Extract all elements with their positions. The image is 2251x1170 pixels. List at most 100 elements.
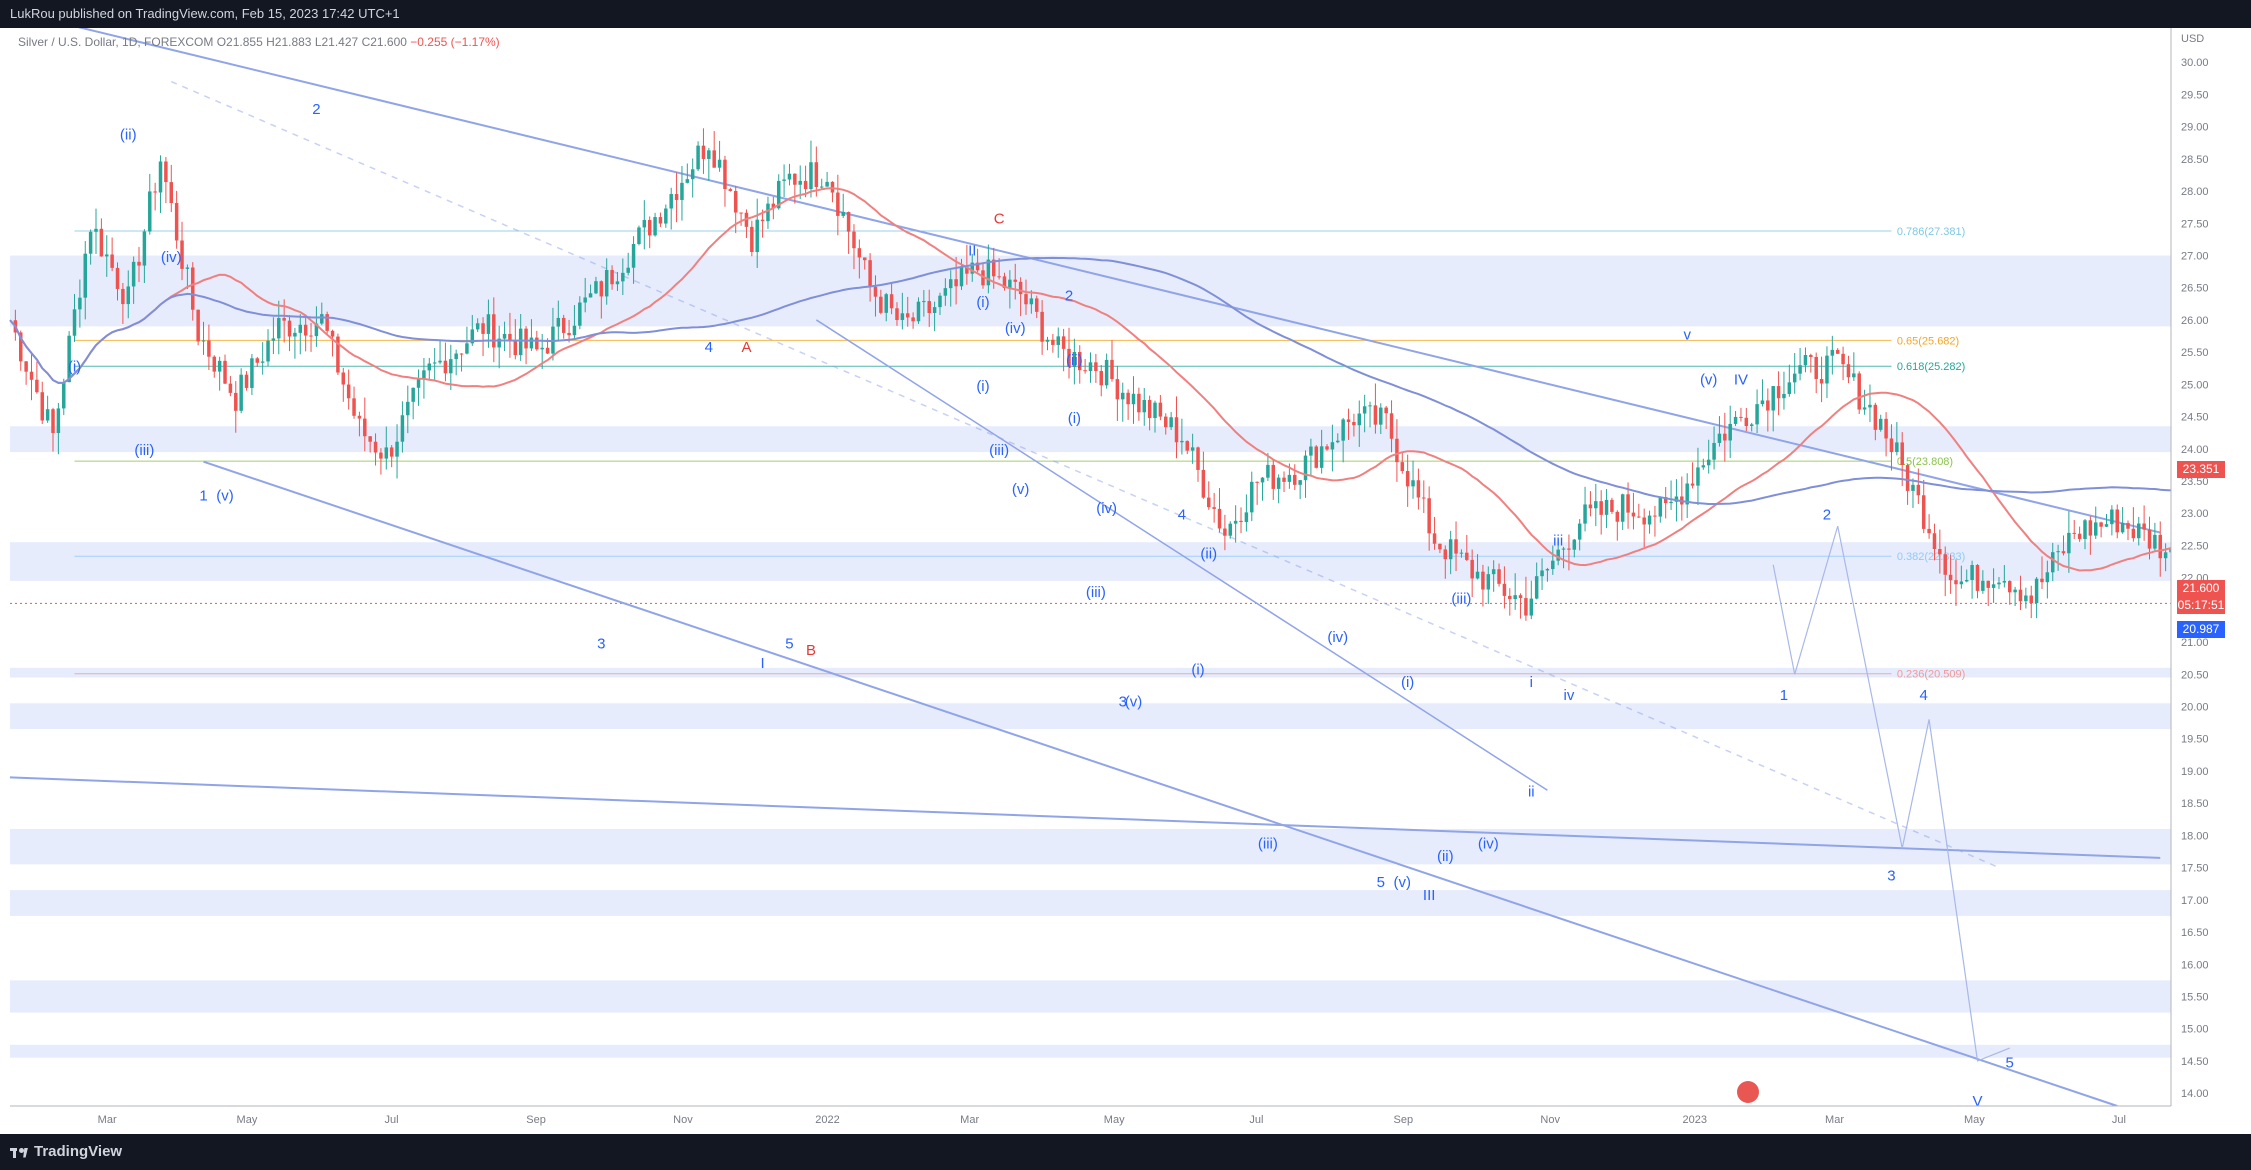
candle-body: [1147, 399, 1152, 419]
candle-body: [911, 317, 915, 322]
candle-body: [400, 415, 405, 442]
candle-body: [588, 293, 593, 298]
time-tick-9: Sep: [1393, 1114, 1413, 1126]
candle-body: [2136, 523, 2141, 539]
candle-body: [325, 314, 329, 331]
wave-label-40: ii: [1528, 784, 1535, 801]
candle-body: [239, 374, 243, 411]
candle-body: [62, 382, 66, 409]
candle-body: [1647, 515, 1652, 525]
candle-body: [250, 358, 254, 388]
candle-body: [2072, 532, 2076, 534]
candle-body: [1422, 497, 1426, 499]
candle-body: [803, 180, 808, 190]
candle-body: [1169, 417, 1173, 428]
candle-body: [1723, 433, 1727, 441]
candle-body: [126, 286, 131, 305]
candle-body: [228, 383, 233, 393]
wave-label-42: iv: [1564, 687, 1575, 704]
candle-body: [965, 267, 969, 274]
candle-body: [2002, 581, 2007, 583]
candle-body: [1830, 349, 1835, 356]
candle-body: [282, 318, 286, 321]
candle-body: [1846, 364, 1851, 378]
candle-body: [1852, 373, 1856, 378]
candle-body: [1142, 399, 1147, 413]
tradingview-logo[interactable]: TradingView: [10, 1143, 122, 1160]
zone-3: [10, 667, 2171, 678]
candle-body: [567, 332, 571, 336]
candle-body: [427, 363, 432, 371]
current-price-tag: 21.600: [2177, 580, 2225, 597]
price-tick-11: 19.50: [2181, 734, 2209, 746]
candle-body: [621, 272, 625, 282]
candle-body: [78, 297, 82, 310]
candle-body: [631, 244, 636, 268]
candle-body: [352, 398, 356, 416]
candle-body: [1701, 465, 1706, 468]
candle-body: [997, 276, 1001, 278]
candle-body: [1540, 570, 1544, 577]
candle-body: [846, 212, 851, 232]
candle-body: [1567, 548, 1571, 550]
candle-body: [932, 307, 937, 313]
candle-body: [2077, 533, 2082, 539]
candle-body: [1346, 419, 1351, 422]
wave-label-19: (i): [976, 378, 989, 395]
candle-body: [1432, 533, 1437, 544]
candle-body: [51, 409, 55, 434]
candle-body: [1481, 571, 1485, 590]
candle-body: [981, 270, 985, 286]
candle-body: [1330, 442, 1335, 450]
price-tick-18: 23.00: [2181, 508, 2209, 520]
candle-body: [293, 332, 297, 337]
wave-label-37: (iii): [1451, 590, 1471, 607]
candle-body: [1518, 595, 1523, 599]
wave-label-46: 1: [1780, 687, 1788, 704]
candle-body: [1878, 418, 1883, 430]
candle-body: [1029, 298, 1034, 305]
legend-high: H21.883: [266, 35, 312, 49]
candle-body: [1868, 404, 1872, 408]
candle-body: [56, 408, 61, 434]
candle-body: [1341, 419, 1345, 441]
price-chart[interactable]: 0.786(27.381) 0.65(25.682) 0.618(25.282) 0.…: [0, 28, 2251, 1134]
candle-body: [1712, 442, 1716, 460]
candle-body: [1873, 404, 1878, 430]
candle-body: [2061, 551, 2066, 554]
candle-body: [2007, 581, 2012, 593]
candle-body: [1357, 413, 1362, 426]
candle-body: [1045, 339, 1050, 342]
candle-body: [1088, 362, 1093, 372]
candle-body: [2024, 595, 2028, 602]
candle-body: [1110, 359, 1114, 380]
candle-body: [422, 370, 426, 379]
candle-body: [1561, 548, 1566, 550]
candle-body: [1620, 494, 1625, 522]
ma-red-line: [9, 187, 2251, 572]
candle-body: [868, 260, 872, 287]
ma-blue-line: [9, 256, 2251, 505]
wave-label-31: (iv): [1327, 629, 1348, 646]
candle-body: [1400, 462, 1405, 472]
candle-body: [486, 314, 491, 334]
candle-body: [1556, 549, 1560, 561]
wave-label-36: (ii): [1437, 848, 1454, 865]
wave-label-12: B: [806, 642, 816, 659]
candle-body: [1158, 402, 1163, 417]
wave-label-25: 3: [1119, 694, 1127, 711]
candle-body: [1201, 469, 1206, 498]
candle-body: [599, 281, 604, 297]
candle-body: [1115, 379, 1120, 400]
candle-body: [1486, 574, 1491, 590]
candle-body: [685, 179, 690, 183]
candle-body: [1524, 598, 1528, 616]
zone-7: [10, 980, 2171, 1013]
candle-body: [1174, 417, 1179, 443]
candle-body: [900, 313, 905, 320]
candle-body: [905, 313, 910, 318]
candle-body: [1094, 362, 1098, 372]
candle-body: [110, 254, 114, 268]
wave-label-14: II: [968, 243, 976, 260]
candle-body: [733, 190, 738, 213]
